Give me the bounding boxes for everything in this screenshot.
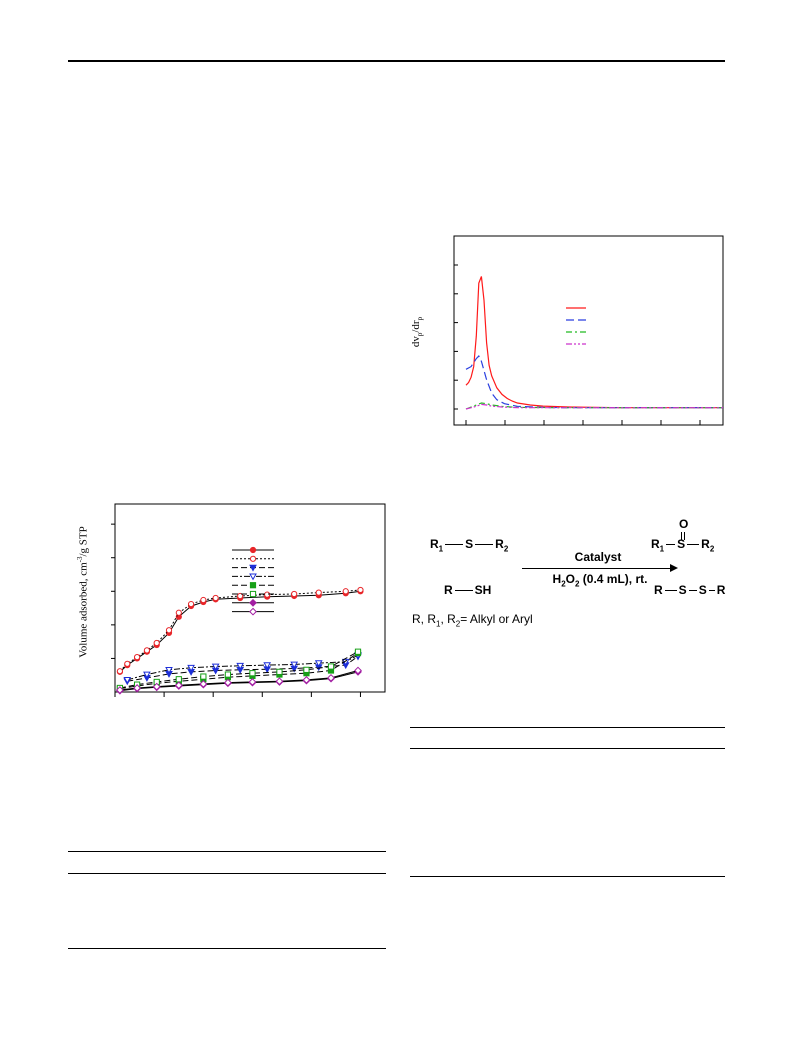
isotherm-series-line bbox=[127, 654, 359, 681]
isotherm-point bbox=[143, 647, 151, 654]
isotherm-legend-marker bbox=[249, 555, 257, 562]
isotherm-legend-marker bbox=[249, 607, 257, 616]
catalyst-label: Catalyst bbox=[574, 550, 622, 564]
isotherm-point bbox=[327, 673, 335, 682]
isotherm-point bbox=[174, 681, 183, 690]
isotherm-point bbox=[152, 682, 161, 691]
isotherm-legend-marker bbox=[249, 564, 257, 572]
psd-plot bbox=[453, 235, 724, 426]
isotherm-plot bbox=[111, 503, 386, 697]
isotherm-legend-marker bbox=[249, 573, 257, 581]
isotherm-point bbox=[314, 660, 323, 668]
isotherm-point bbox=[276, 668, 283, 675]
isotherm-point bbox=[211, 663, 220, 671]
psd-series-line bbox=[465, 403, 723, 410]
reaction-arrow-head bbox=[670, 564, 678, 572]
isotherm-point bbox=[236, 662, 245, 670]
isotherm-chart: Volume adsorbed, cm-3/g STP bbox=[72, 496, 392, 708]
isotherm-point bbox=[116, 686, 124, 694]
header-rule bbox=[68, 60, 725, 62]
isotherm-legend-marker bbox=[249, 590, 257, 598]
isotherm-point bbox=[165, 666, 173, 674]
isotherm-point bbox=[291, 590, 298, 598]
isotherm-series-line bbox=[119, 589, 361, 672]
sulfoxide-chain: R1 S R2 bbox=[651, 537, 715, 554]
isotherm-point bbox=[248, 678, 257, 686]
isotherm-point bbox=[133, 684, 141, 692]
sulfoxide-double-bond bbox=[681, 532, 685, 540]
right-table-top-rule bbox=[410, 727, 725, 728]
isotherm-point bbox=[263, 662, 272, 670]
isotherm-series-line bbox=[119, 590, 361, 673]
isotherm-point bbox=[133, 653, 141, 661]
isotherm-point bbox=[302, 676, 311, 684]
isotherm-point bbox=[249, 670, 256, 677]
isotherm-point bbox=[290, 661, 299, 669]
left-table-bottom-rule bbox=[68, 948, 386, 949]
isotherm-point bbox=[123, 677, 132, 684]
isotherm-point bbox=[199, 680, 208, 688]
isotherm-point bbox=[357, 586, 364, 594]
psd-chart: dvp/drp bbox=[390, 228, 730, 434]
sulfoxide-product: O R1 S R2 bbox=[651, 517, 731, 562]
isotherm-point bbox=[200, 673, 207, 680]
isotherm-point bbox=[327, 663, 335, 670]
psd-y-axis-label: dvp/drp bbox=[410, 316, 425, 348]
isotherm-point bbox=[237, 592, 244, 600]
reaction-conditions: H2O2 (0.4 mL), rt. bbox=[552, 572, 648, 589]
left-table-header-rule bbox=[68, 873, 386, 874]
isotherm-point bbox=[354, 648, 362, 655]
isotherm-point bbox=[224, 678, 232, 687]
isotherm-point bbox=[175, 676, 182, 683]
isotherm-point bbox=[165, 627, 173, 634]
isotherm-point bbox=[315, 589, 322, 596]
isotherm-legend-marker bbox=[249, 598, 257, 607]
isotherm-point bbox=[143, 671, 151, 679]
left-table-top-rule bbox=[68, 851, 386, 852]
isotherm-point bbox=[342, 588, 349, 595]
thiol-reactant: R SH bbox=[444, 583, 492, 597]
isotherm-point bbox=[187, 664, 195, 672]
psd-series-line bbox=[465, 402, 723, 410]
isotherm-point bbox=[275, 677, 284, 686]
isotherm-point bbox=[354, 666, 362, 675]
isotherm-legend-marker bbox=[249, 546, 257, 554]
sulfoxide-oxygen: O bbox=[679, 517, 689, 531]
psd-plot-frame bbox=[453, 235, 724, 426]
right-table-header-rule bbox=[410, 748, 725, 749]
isotherm-legend-marker bbox=[249, 582, 257, 589]
psd-series-line bbox=[465, 276, 723, 409]
isotherm-point bbox=[212, 594, 219, 602]
substituent-footnote: R, R1, R2= Alkyl or Aryl bbox=[412, 612, 533, 629]
reaction-scheme: R1 S R2 R SH Catalyst H2O2 (0.4 mL), rt. O … bbox=[408, 512, 738, 632]
isotherm-point bbox=[153, 639, 160, 647]
isotherm-point bbox=[224, 671, 232, 678]
psd-series-line bbox=[465, 354, 723, 409]
reaction-arrow bbox=[522, 568, 674, 569]
right-table-bottom-rule bbox=[410, 876, 725, 877]
isotherm-point bbox=[264, 591, 271, 598]
isotherm-point bbox=[124, 660, 131, 667]
isotherm-point bbox=[200, 596, 207, 604]
isotherm-plot-frame bbox=[114, 503, 386, 693]
isotherm-y-axis-label: Volume adsorbed, cm-3/g STP bbox=[76, 526, 90, 658]
isotherm-point bbox=[187, 600, 195, 608]
isotherm-point bbox=[116, 668, 124, 675]
isotherm-point bbox=[175, 609, 182, 616]
isotherm-point bbox=[303, 666, 310, 673]
sulfide-reactant: R1 S R2 bbox=[430, 537, 509, 554]
